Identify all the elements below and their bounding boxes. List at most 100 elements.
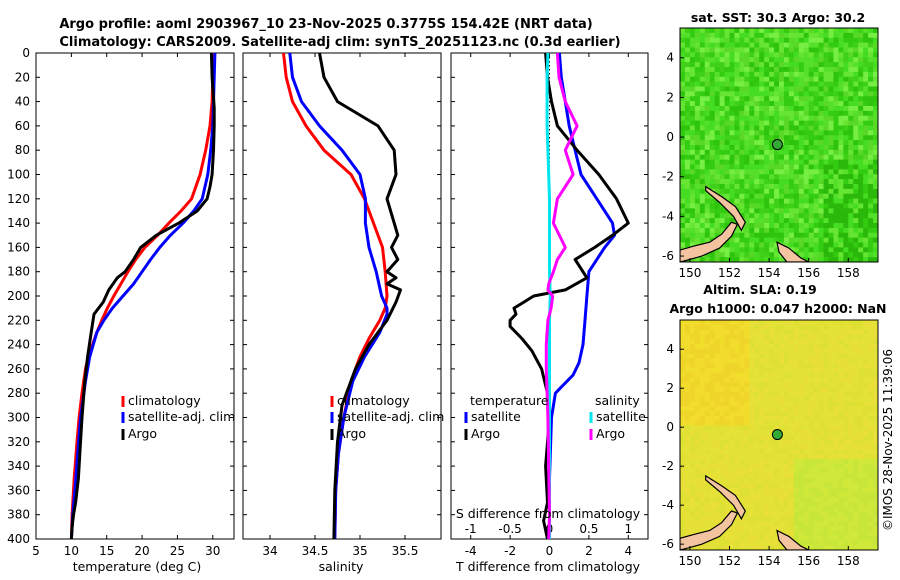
sst-map-cell xyxy=(843,179,849,185)
sla-map-cell xyxy=(734,329,740,335)
sst-map-cell xyxy=(680,81,686,88)
sst-map-cell xyxy=(803,193,810,200)
sst-map-cell xyxy=(749,159,755,166)
sst-map-cell xyxy=(833,237,839,244)
sla-map-cell xyxy=(754,521,760,527)
sst-map-cell xyxy=(699,71,706,78)
sst-map-cell xyxy=(798,145,805,151)
sla-map-cell xyxy=(769,468,775,474)
sst-map-cell xyxy=(848,218,854,224)
sla-map-cell xyxy=(808,435,815,441)
sla-map-cell xyxy=(838,530,844,537)
sst-map-cell xyxy=(808,159,815,166)
sst-map-cell xyxy=(699,37,706,44)
sla-map-cell xyxy=(863,420,869,427)
sst-map-cell xyxy=(843,67,849,73)
sla-map-cell xyxy=(694,482,701,489)
sst-map-cell xyxy=(684,184,691,190)
sst-map-cell xyxy=(719,76,726,83)
sst-map-cell xyxy=(699,135,706,141)
sla-map-cell xyxy=(803,545,810,550)
sla-map-cell xyxy=(818,348,825,355)
sst-map-cell xyxy=(818,242,825,248)
sla-map-cell xyxy=(798,320,805,326)
sla-map-cell xyxy=(853,420,859,427)
sla-map-cell xyxy=(808,521,815,527)
sla-map-cell xyxy=(774,377,780,383)
sst-map-cell xyxy=(853,47,859,53)
sst-map-cell xyxy=(729,179,736,185)
sst-map-cell xyxy=(714,223,721,229)
sst-map-cell xyxy=(843,130,849,136)
sla-map-cell xyxy=(754,526,760,532)
sst-map-cell xyxy=(684,67,691,73)
sst-map-cell xyxy=(783,145,790,151)
sla-map-cell xyxy=(873,353,878,359)
sla-map-cell xyxy=(843,506,849,513)
sst-map-cell xyxy=(788,145,795,151)
sst-map-cell xyxy=(798,86,805,92)
sla-map-cell xyxy=(714,439,721,446)
sst-map-cell xyxy=(838,193,844,200)
sla-map-cell xyxy=(724,478,731,484)
sla-map-cell xyxy=(783,478,790,484)
figure-title-line2: Climatology: CARS2009. Satellite-adj cli… xyxy=(59,35,620,50)
sst-map-cell xyxy=(803,67,810,73)
sst-map-cell xyxy=(818,32,825,39)
sla-map-cell xyxy=(774,473,780,479)
sla-map-cell xyxy=(788,415,795,422)
sla-map-cell xyxy=(848,411,854,417)
sla-map-cell xyxy=(759,473,765,479)
sst-map-cell xyxy=(823,57,830,63)
sla-map-cell xyxy=(873,387,878,393)
sla-map-cell xyxy=(843,458,849,465)
sla-map-cell xyxy=(754,530,760,537)
sst-map-cell xyxy=(803,81,810,88)
sla-map-cell xyxy=(808,454,815,460)
sla-map-cell xyxy=(774,487,780,494)
sst-map-cell xyxy=(709,120,716,127)
sst-map-cell xyxy=(848,242,854,248)
sst-map-cell xyxy=(873,32,878,39)
sla-map-cell xyxy=(823,478,830,484)
sst-map-cell xyxy=(709,52,716,58)
sla-map-cell xyxy=(863,411,869,417)
sst-map-cell xyxy=(783,37,790,44)
sla-map-cell xyxy=(853,530,859,537)
sla-map-cell xyxy=(774,425,780,431)
sla-map-ytick-label: -6 xyxy=(662,537,674,551)
sst-map-cell xyxy=(823,237,830,244)
sla-map-cell xyxy=(754,358,760,364)
sla-map-cell xyxy=(873,396,878,403)
sla-map-cell xyxy=(759,396,765,403)
sla-map-cell xyxy=(838,521,844,527)
sla-map-cell xyxy=(873,348,878,355)
sst-map-cell xyxy=(833,135,839,141)
sst-map-cell xyxy=(779,32,785,39)
sla-map-cell xyxy=(684,391,691,398)
sla-map-cell xyxy=(689,521,696,527)
sst-map-cell xyxy=(714,154,721,161)
sst-map-cell xyxy=(843,32,849,39)
sst-map-cell xyxy=(734,174,740,180)
sla-map-cell xyxy=(808,540,815,546)
sla-map-cell xyxy=(729,454,736,460)
sla-map-cell xyxy=(719,478,726,484)
sla-map-cell xyxy=(680,516,686,522)
sla-map-cell xyxy=(783,444,790,450)
sla-map-cell xyxy=(818,535,825,542)
sst-map-cell xyxy=(803,188,810,195)
sla-map-cell xyxy=(843,492,849,498)
sla-map-cell xyxy=(729,540,736,546)
sla-map-cell xyxy=(863,425,869,431)
sst-map-cell xyxy=(873,227,878,234)
sst-map-cell xyxy=(694,145,701,151)
sst-map-cell xyxy=(788,52,795,58)
sst-map-cell xyxy=(838,96,844,102)
sst-map-cell xyxy=(774,120,780,127)
sst-map-cell xyxy=(798,32,805,39)
sst-map-cell xyxy=(699,62,706,68)
sla-map-cell xyxy=(739,430,745,436)
sla-map-cell xyxy=(709,511,716,518)
sst-map-cell xyxy=(798,218,805,224)
